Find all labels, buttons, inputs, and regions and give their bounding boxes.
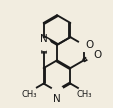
Text: CH₃: CH₃ — [76, 90, 91, 99]
Text: O: O — [84, 40, 92, 50]
Text: N: N — [39, 34, 47, 44]
Text: O: O — [93, 50, 101, 60]
Text: CH₃: CH₃ — [22, 90, 37, 99]
Text: N: N — [53, 94, 60, 104]
